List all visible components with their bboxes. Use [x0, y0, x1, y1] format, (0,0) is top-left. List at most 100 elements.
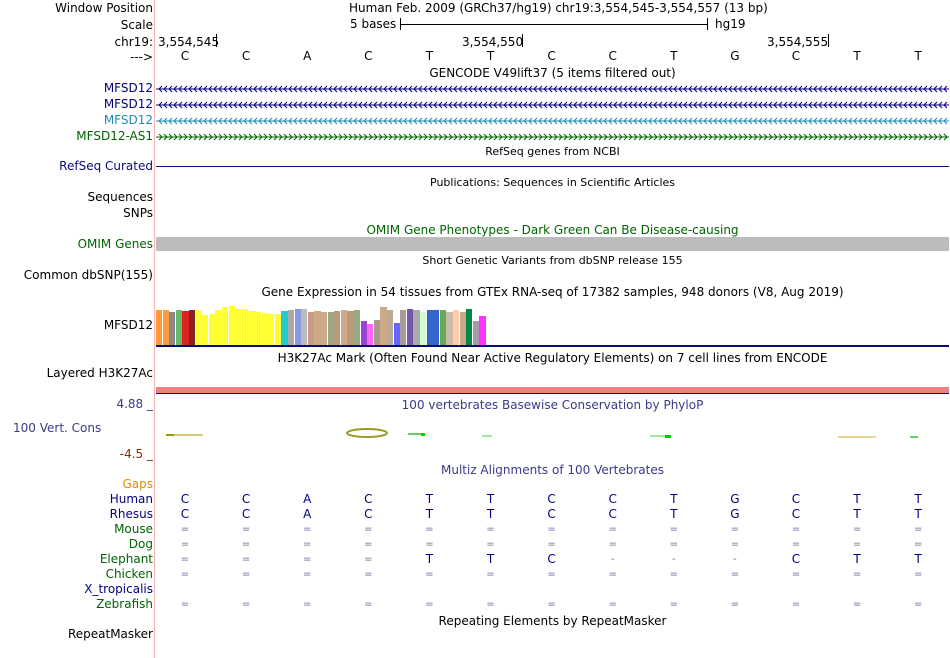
gtex-tissue-bar[interactable]: [228, 306, 235, 345]
gtex-tissue-bar[interactable]: [453, 310, 460, 345]
gtex-tissue-bar[interactable]: [222, 307, 229, 345]
gencode-gene-line[interactable]: [156, 117, 949, 125]
strand-arrow: [838, 85, 843, 93]
gtex-tissue-bar[interactable]: [281, 311, 288, 345]
gtex-tissue-bar[interactable]: [307, 312, 315, 345]
gtex-tissue-bar[interactable]: [189, 310, 196, 345]
strand-arrow: [223, 133, 228, 141]
alignment-base: =: [425, 599, 434, 610]
species-label[interactable]: Dog: [128, 537, 153, 551]
omim-bar[interactable]: [156, 237, 949, 251]
gtex-tissue-bar[interactable]: [334, 311, 341, 345]
species-label[interactable]: Rhesus: [109, 507, 153, 521]
gtex-tissue-bar[interactable]: [255, 312, 262, 345]
strand-arrow: [298, 85, 303, 93]
gencode-gene-label[interactable]: MFSD12: [103, 97, 153, 111]
gtex-tissue-bar[interactable]: [321, 312, 328, 345]
gtex-tissue-bar[interactable]: [215, 310, 222, 345]
gtex-tissue-bar[interactable]: [175, 310, 183, 345]
species-label[interactable]: Elephant: [99, 552, 153, 566]
gtex-tissue-bar[interactable]: [288, 310, 295, 345]
gtex-bar-chart[interactable]: [156, 299, 949, 345]
gtex-tissue-bar[interactable]: [479, 316, 486, 345]
species-label[interactable]: Zebrafish: [96, 597, 153, 611]
gaps-label[interactable]: Gaps: [122, 477, 153, 491]
species-label[interactable]: Chicken: [105, 567, 153, 581]
gtex-tissue-bar[interactable]: [354, 310, 361, 345]
gencode-gene-line[interactable]: [156, 133, 949, 141]
gtex-tissue-bar[interactable]: [433, 310, 440, 345]
gtex-tissue-bar[interactable]: [301, 309, 308, 345]
gtex-tissue-bar[interactable]: [406, 309, 414, 345]
gtex-tissue-bar[interactable]: [472, 321, 480, 345]
gtex-tissue-bar[interactable]: [367, 324, 374, 345]
gtex-tissue-bar[interactable]: [248, 311, 255, 345]
dbsnp-label[interactable]: Common dbSNP(155): [23, 268, 153, 282]
strand-arrow: [483, 101, 488, 109]
gtex-tissue-bar[interactable]: [439, 310, 447, 345]
gtex-tissue-bar[interactable]: [347, 311, 354, 345]
gtex-tissue-bar[interactable]: [459, 312, 466, 345]
h3k27ac-signal[interactable]: [156, 387, 949, 394]
strand-arrow: [588, 117, 593, 125]
gtex-tissue-bar[interactable]: [195, 310, 202, 345]
strand-arrow: [593, 101, 598, 109]
gtex-tissue-bar[interactable]: [420, 312, 427, 345]
gencode-gene-label[interactable]: MFSD12: [103, 113, 153, 127]
gtex-tissue-bar[interactable]: [466, 309, 473, 345]
gtex-tissue-bar[interactable]: [294, 309, 301, 345]
strand-arrow: [203, 85, 208, 93]
gtex-tissue-bar[interactable]: [162, 310, 169, 345]
h3k27ac-label[interactable]: Layered H3K27Ac: [46, 366, 153, 380]
gtex-tissue-bar[interactable]: [241, 309, 249, 345]
sequences-label[interactable]: Sequences: [87, 190, 153, 204]
species-label[interactable]: X_tropicalis: [84, 582, 153, 596]
gencode-gene-line[interactable]: [156, 85, 949, 93]
species-label[interactable]: Mouse: [114, 522, 153, 536]
strand-arrow: [468, 101, 473, 109]
gtex-tissue-bar[interactable]: [274, 314, 282, 345]
refseq-label[interactable]: RefSeq Curated: [59, 159, 153, 173]
strand-arrow: [788, 133, 793, 141]
strand-arrow: [458, 117, 463, 125]
gtex-tissue-bar[interactable]: [208, 314, 216, 345]
alignment-base: T: [425, 507, 434, 521]
gtex-tissue-bar[interactable]: [380, 307, 387, 345]
gtex-tissue-bar[interactable]: [400, 310, 407, 345]
gtex-tissue-bar[interactable]: [235, 309, 242, 345]
repeatmasker-label[interactable]: RepeatMasker: [67, 627, 153, 641]
gtex-tissue-bar[interactable]: [426, 310, 433, 345]
strand-arrow: [538, 133, 543, 141]
strand-arrow: [268, 117, 273, 125]
snps-label[interactable]: SNPs: [123, 206, 153, 220]
gtex-tissue-bar[interactable]: [413, 310, 420, 345]
cons-wiggle[interactable]: [156, 424, 949, 444]
gtex-tissue-bar[interactable]: [340, 310, 348, 345]
gtex-tissue-bar[interactable]: [169, 312, 176, 345]
omim-label[interactable]: OMIM Genes: [77, 237, 153, 251]
gtex-tissue-bar[interactable]: [268, 314, 275, 345]
strand-arrow: [468, 85, 473, 93]
gtex-tissue-bar[interactable]: [156, 310, 163, 345]
gencode-gene-label[interactable]: MFSD12-AS1: [76, 129, 153, 143]
gtex-tissue-bar[interactable]: [182, 311, 189, 345]
gtex-tissue-bar[interactable]: [202, 315, 209, 345]
gtex-tissue-bar[interactable]: [327, 312, 334, 345]
strand-arrow: [713, 117, 718, 125]
gencode-gene-label[interactable]: MFSD12: [103, 81, 153, 95]
cons-label[interactable]: 100 Vert. Cons: [13, 421, 102, 435]
omim-title: OMIM Gene Phenotypes - Dark Green Can Be…: [366, 223, 739, 237]
gtex-label[interactable]: MFSD12: [103, 318, 153, 332]
gtex-tissue-bar[interactable]: [360, 321, 367, 345]
species-label[interactable]: Human: [109, 492, 153, 506]
gtex-tissue-bar[interactable]: [261, 313, 268, 345]
strand-arrow: [613, 101, 618, 109]
gencode-gene-line[interactable]: [156, 101, 949, 109]
gtex-tissue-bar[interactable]: [387, 310, 394, 345]
gtex-tissue-bar[interactable]: [373, 320, 381, 345]
gtex-tissue-bar[interactable]: [314, 311, 321, 345]
gtex-tissue-bar[interactable]: [446, 312, 453, 345]
gtex-tissue-bar[interactable]: [393, 323, 400, 345]
refseq-line[interactable]: [156, 166, 949, 167]
strand-arrow: [908, 117, 913, 125]
